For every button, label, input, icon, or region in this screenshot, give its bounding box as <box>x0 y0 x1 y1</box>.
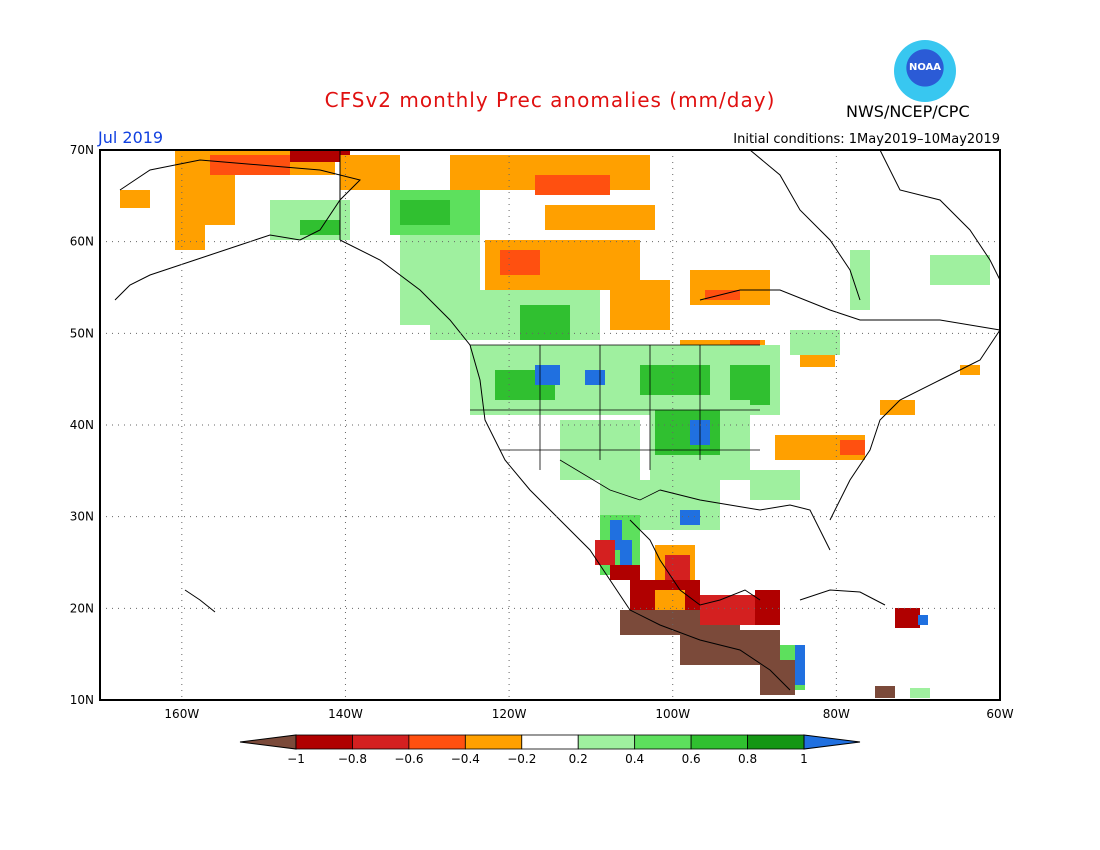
colorbar-cell <box>521 734 579 750</box>
anomaly-patch <box>875 686 895 698</box>
colorbar-cell <box>577 734 636 750</box>
month-label: Jul 2019 <box>98 128 164 147</box>
colorbar-cell <box>295 734 353 750</box>
colorbar-arrow-high <box>803 734 861 750</box>
longitude-label: 140W <box>328 707 363 721</box>
anomaly-patch <box>850 250 870 310</box>
map-frame <box>99 149 1001 701</box>
latitude-label: 10N <box>70 693 94 707</box>
anomaly-patch <box>535 175 610 195</box>
colorbar-tick-label: −0.2 <box>507 752 536 766</box>
logo: NOAA <box>894 40 956 102</box>
latitude-label: 20N <box>70 601 94 615</box>
anomaly-patch <box>755 590 780 625</box>
anomaly-patch <box>840 440 865 455</box>
anomaly-patch <box>800 355 835 367</box>
anomaly-patch <box>120 190 150 208</box>
anomaly-patch <box>750 470 800 500</box>
latitude-label: 30N <box>70 510 94 524</box>
anomaly-patch <box>680 510 700 525</box>
anomaly-patch <box>705 290 740 300</box>
initial-conditions-label: Initial conditions: 1May2019–10May2019 <box>733 132 1000 147</box>
longitude-label: 100W <box>655 707 690 721</box>
anomaly-patch <box>175 225 205 250</box>
latitude-label: 60N <box>70 235 94 249</box>
anomaly-patch <box>655 590 685 610</box>
colorbar-tick-label: 1 <box>800 752 808 766</box>
agency-label: NWS/NCEP/CPC <box>846 102 970 121</box>
anomaly-patch <box>340 155 400 190</box>
gridlines <box>100 150 1000 700</box>
anomaly-patch <box>175 175 235 225</box>
colorbar-tick-label: −0.6 <box>394 752 423 766</box>
anomaly-patch <box>918 615 928 625</box>
colorbar-tick-label: −0.8 <box>338 752 367 766</box>
anomaly-patch <box>930 255 990 285</box>
anomaly-patch <box>500 250 540 275</box>
longitude-label: 80W <box>823 707 850 721</box>
anomaly-field <box>120 150 990 698</box>
colorbar-arrow-low <box>239 734 297 750</box>
anomaly-patch <box>300 220 340 235</box>
colorbar-cell <box>690 734 748 750</box>
colorbar-cell <box>747 734 805 750</box>
colorbar-cell <box>464 734 523 750</box>
anomaly-patch <box>610 565 640 580</box>
map-title: CFSv2 monthly Prec anomalies (mm/day) <box>324 88 776 112</box>
anomaly-patch <box>910 688 930 698</box>
anomaly-patch <box>400 200 450 225</box>
anomaly-patch <box>665 555 690 580</box>
anomaly-patch <box>730 365 770 405</box>
colorbar-tick-label: 0.4 <box>625 752 644 766</box>
anomaly-patch <box>620 540 632 565</box>
anomaly-patch <box>610 280 670 330</box>
anomaly-patch <box>535 365 560 385</box>
coastlines <box>114 149 1001 691</box>
longitude-label: 60W <box>986 707 1013 721</box>
anomaly-patch <box>545 205 655 230</box>
latitude-label: 40N <box>70 418 94 432</box>
colorbar-tick-label: −0.4 <box>451 752 480 766</box>
logo-text: NOAA <box>908 62 942 73</box>
colorbar-cell <box>408 734 466 750</box>
colorbar-cell <box>352 734 410 750</box>
anomaly-patch <box>790 330 840 355</box>
anomaly-patch <box>290 150 350 162</box>
anomaly-patch <box>520 305 570 340</box>
colorbar-cell <box>634 734 692 750</box>
colorbar-tick-label: 0.6 <box>682 752 701 766</box>
anomaly-patch <box>960 365 980 375</box>
anomaly-patch <box>640 365 710 395</box>
colorbar-tick-label: −1 <box>287 752 305 766</box>
anomaly-patch <box>595 540 615 565</box>
anomaly-patch <box>700 595 760 625</box>
anomaly-patch <box>895 608 920 628</box>
anomaly-patch <box>430 290 600 340</box>
latitude-label: 70N <box>70 143 94 157</box>
longitude-label: 120W <box>492 707 527 721</box>
political-borders <box>470 344 760 501</box>
colorbar-tick-label: 0.8 <box>738 752 757 766</box>
longitude-label: 160W <box>164 707 199 721</box>
colorbar-tick-label: 0.2 <box>569 752 588 766</box>
latitude-label: 50N <box>70 326 94 340</box>
anomaly-patch <box>210 155 290 175</box>
anomaly-patch <box>795 645 805 685</box>
